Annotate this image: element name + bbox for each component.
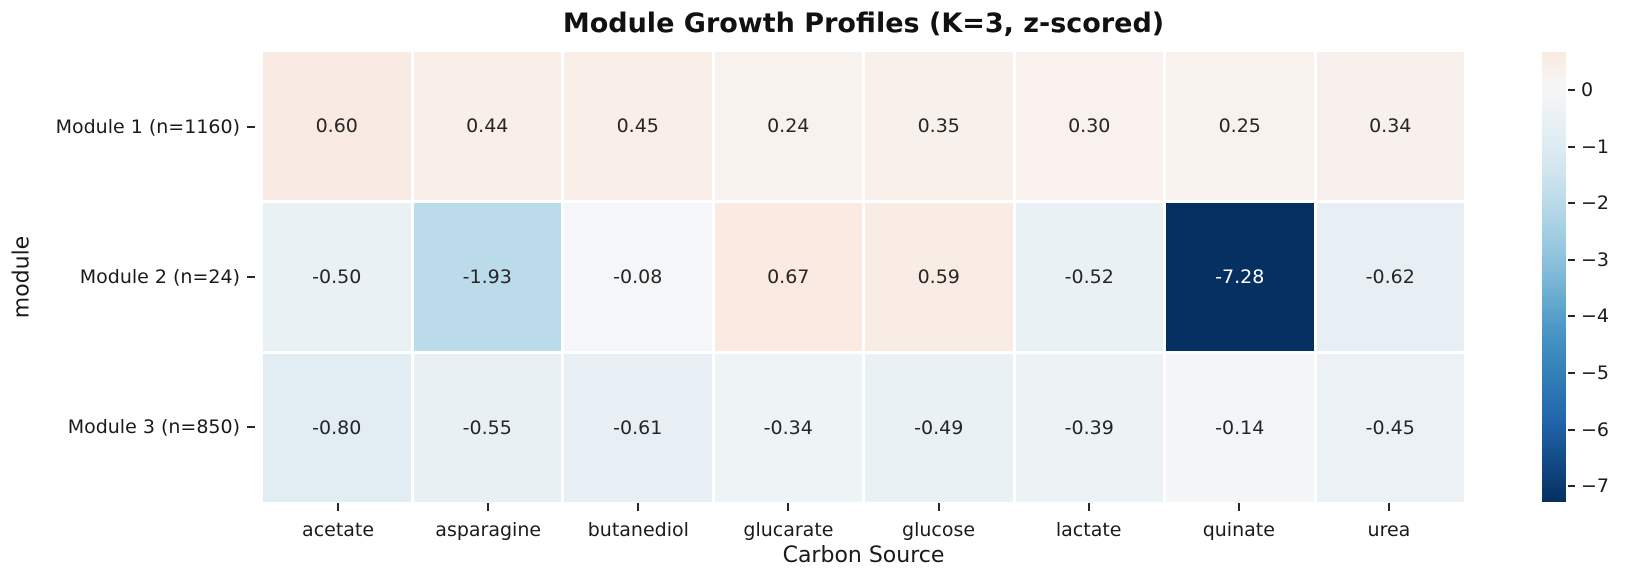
x-tick-label: asparagine xyxy=(435,519,542,541)
colorbar-tick-label: −5 xyxy=(1581,361,1610,384)
colorbar-tick-label: −6 xyxy=(1581,418,1610,441)
heatmap-cell: -0.50 xyxy=(263,203,411,351)
heatmap-cell: 0.44 xyxy=(413,52,561,200)
colorbar-tick-mark xyxy=(1568,315,1575,318)
heatmap-cell: 0.67 xyxy=(714,203,862,351)
x-tick-mark xyxy=(487,503,490,511)
x-tick-label: butanediol xyxy=(587,519,689,541)
heatmap-cell: -0.61 xyxy=(564,354,712,502)
x-tick-label: quinate xyxy=(1202,519,1275,541)
heatmap-cell: 0.34 xyxy=(1316,52,1464,200)
heatmap-grid: 0.60 0.44 0.45 0.24 0.35 0.30 0.25 0.34 -0.50 -1.… xyxy=(263,52,1464,502)
colorbar-tick-mark xyxy=(1568,202,1575,205)
heatmap-cell: -0.45 xyxy=(1316,354,1464,502)
colorbar-tick-mark xyxy=(1568,145,1575,148)
colorbar-tick-label: 0 xyxy=(1581,78,1594,101)
heatmap-cell: -0.39 xyxy=(1015,354,1163,502)
heatmap-cell: 0.60 xyxy=(263,52,411,200)
y-tick-label: Module 1 (n=1160) xyxy=(55,116,240,138)
colorbar-tick-label: −2 xyxy=(1581,192,1610,215)
x-tick-label: urea xyxy=(1367,519,1411,541)
heatmap-cell: 0.59 xyxy=(865,203,1013,351)
heatmap-cell: 0.45 xyxy=(564,52,712,200)
heatmap-cell: -0.62 xyxy=(1316,203,1464,351)
x-tick-mark xyxy=(637,503,640,511)
colorbar-tick-mark xyxy=(1568,485,1575,488)
x-tick-mark xyxy=(787,503,790,511)
x-tick-label: glucarate xyxy=(743,519,834,541)
heatmap-cell: 0.24 xyxy=(714,52,862,200)
colorbar-tick-label: −1 xyxy=(1581,135,1610,158)
colorbar-tick-label: −3 xyxy=(1581,248,1610,271)
y-tick-mark xyxy=(247,276,255,278)
x-tick-label: glucose xyxy=(902,519,976,541)
y-tick-label: Module 3 (n=850) xyxy=(67,416,240,438)
heatmap-cell: -0.08 xyxy=(564,203,712,351)
heatmap-cell: -0.49 xyxy=(865,354,1013,502)
x-tick-mark xyxy=(1237,503,1240,511)
colorbar-tick-mark xyxy=(1568,371,1575,374)
heatmap-cell: 0.35 xyxy=(865,52,1013,200)
heatmap-cell: 0.25 xyxy=(1166,52,1314,200)
y-tick-mark xyxy=(247,126,255,128)
y-tick-label: Module 2 (n=24) xyxy=(79,266,240,288)
x-tick-label: acetate xyxy=(302,519,375,541)
x-tick-label: lactate xyxy=(1055,519,1122,541)
colorbar-tick-mark xyxy=(1568,428,1575,431)
colorbar-tick-mark xyxy=(1568,88,1575,91)
x-tick-mark xyxy=(937,503,940,511)
x-axis-label: Carbon Source xyxy=(782,543,945,568)
heatmap-cell: -0.52 xyxy=(1015,203,1163,351)
colorbar-gradient xyxy=(1542,52,1566,502)
chart-title: Module Growth Profiles (K=3, z-scored) xyxy=(562,8,1165,39)
heatmap-cell: 0.30 xyxy=(1015,52,1163,200)
heatmap-cell: -0.80 xyxy=(263,354,411,502)
x-tick-mark xyxy=(337,503,340,511)
heatmap-cell: -0.14 xyxy=(1166,354,1314,502)
x-tick-mark xyxy=(1387,503,1390,511)
heatmap-cell: -1.93 xyxy=(413,203,561,351)
y-tick-mark xyxy=(247,426,255,428)
heatmap-cell: -0.55 xyxy=(413,354,561,502)
heatmap-cell: -0.34 xyxy=(714,354,862,502)
heatmap-cell: -7.28 xyxy=(1166,203,1314,351)
colorbar xyxy=(1542,52,1566,502)
colorbar-tick-label: −7 xyxy=(1581,475,1610,498)
colorbar-tick-mark xyxy=(1568,258,1575,261)
colorbar-tick-label: −4 xyxy=(1581,305,1610,328)
x-tick-mark xyxy=(1087,503,1090,511)
